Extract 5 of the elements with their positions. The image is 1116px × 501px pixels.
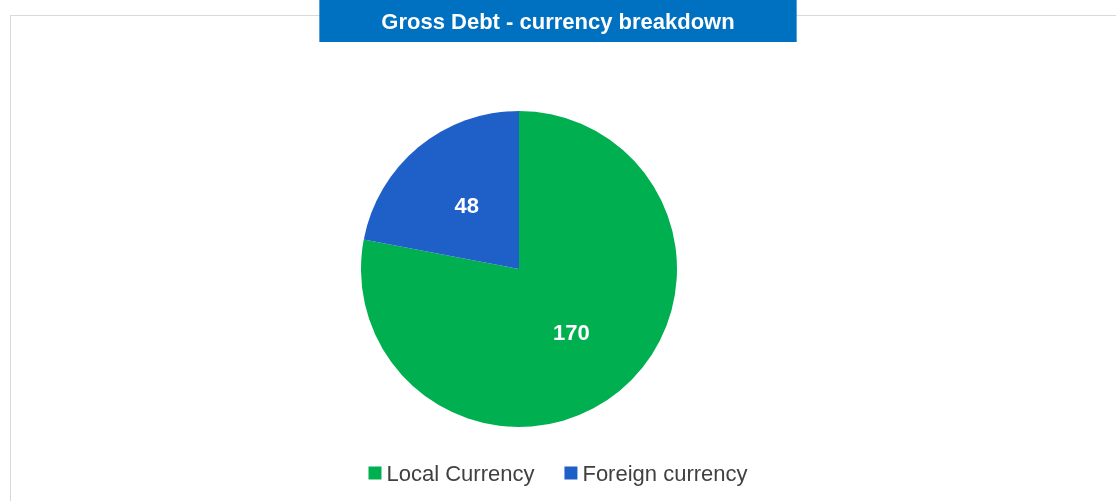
- data-label: 48: [454, 193, 479, 219]
- data-label: 170: [552, 319, 590, 345]
- legend-label: Foreign currency: [582, 460, 748, 486]
- chart-title: Gross Debt - currency breakdown: [381, 8, 735, 34]
- legend-label: Local Currency: [386, 460, 535, 486]
